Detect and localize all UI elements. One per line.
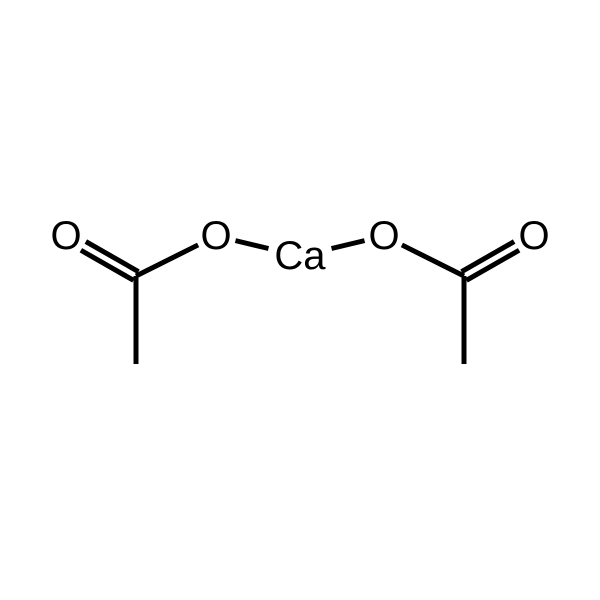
atom-label-ca: Ca: [274, 234, 326, 278]
bond-line: [136, 245, 198, 276]
atom-label-layer: O O Ca O O: [50, 214, 549, 278]
atom-label-o2: O: [200, 214, 231, 258]
atom-label-o4: O: [518, 214, 549, 258]
bond-line: [402, 245, 464, 276]
atom-label-o3: O: [368, 214, 399, 258]
bond-line: [235, 241, 268, 249]
atom-label-o1: O: [50, 214, 81, 258]
molecule-canvas: O O Ca O O: [0, 0, 600, 600]
bond-line: [332, 241, 365, 249]
